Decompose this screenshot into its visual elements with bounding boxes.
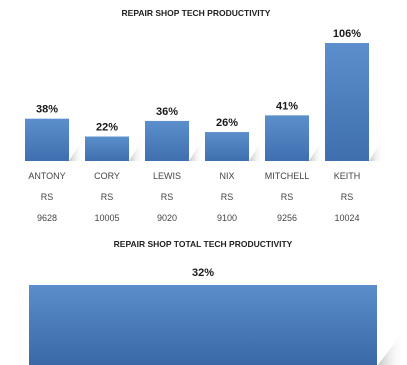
bar-nix xyxy=(205,132,249,161)
category-label: 9020 xyxy=(157,213,177,223)
bar-antony xyxy=(25,118,69,161)
category-label: NIX xyxy=(219,171,234,181)
chart-title: REPAIR SHOP TECH PRODUCTIVITY xyxy=(122,8,271,18)
total-chart-title: REPAIR SHOP TOTAL TECH PRODUCTIVITY xyxy=(114,239,293,249)
bar-keith xyxy=(325,43,369,161)
bar-shadow xyxy=(69,139,83,161)
data-label: 106% xyxy=(333,28,361,40)
bar-cory xyxy=(85,136,129,161)
bar-shadow xyxy=(309,139,323,161)
data-label: 41% xyxy=(276,100,298,112)
data-label: 38% xyxy=(36,104,58,116)
data-label: 36% xyxy=(156,106,178,118)
category-label: MITCHELL xyxy=(265,171,310,181)
category-label: LEWIS xyxy=(153,171,181,181)
category-label: 9256 xyxy=(277,213,297,223)
category-label: RS xyxy=(161,192,174,202)
category-label: RS xyxy=(281,192,294,202)
category-label: KEITH xyxy=(334,171,361,181)
category-label: RS xyxy=(341,192,354,202)
bar-mitchell xyxy=(265,115,309,161)
category-label: 10024 xyxy=(334,213,359,223)
bar-lewis xyxy=(145,120,189,161)
bar-shadow xyxy=(189,139,203,161)
data-label: 22% xyxy=(96,122,118,134)
total-bar xyxy=(29,285,377,365)
bar-shadow xyxy=(369,139,383,161)
bar-shadow xyxy=(249,139,263,161)
category-label: 9628 xyxy=(37,213,57,223)
category-label: RS xyxy=(221,192,234,202)
category-label: CORY xyxy=(94,171,120,181)
category-label: 10005 xyxy=(94,213,119,223)
category-label: RS xyxy=(41,192,54,202)
category-label: RS xyxy=(101,192,114,202)
data-label: 26% xyxy=(216,117,238,129)
total-bar-shadow xyxy=(377,330,405,365)
bar-shadow xyxy=(129,139,143,161)
total-data-label: 32% xyxy=(192,267,214,279)
category-label: 9100 xyxy=(217,213,237,223)
category-label: ANTONY xyxy=(28,171,65,181)
